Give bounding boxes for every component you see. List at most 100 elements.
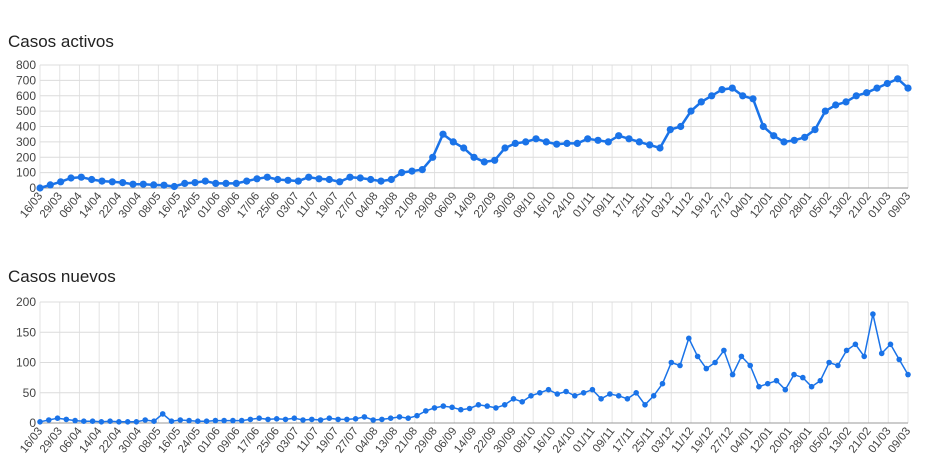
data-point[interactable] [387, 175, 395, 184]
data-point[interactable] [305, 173, 313, 181]
data-point[interactable] [429, 153, 437, 161]
data-point[interactable] [46, 417, 52, 423]
data-point[interactable] [811, 126, 819, 134]
data-point[interactable] [759, 122, 767, 131]
data-point[interactable] [405, 415, 412, 421]
data-point[interactable] [572, 393, 578, 399]
data-point[interactable] [519, 399, 525, 405]
data-point[interactable] [770, 132, 778, 140]
data-point[interactable] [589, 386, 596, 393]
data-point[interactable] [232, 179, 240, 187]
data-point[interactable] [212, 417, 219, 424]
data-point[interactable] [635, 138, 643, 146]
data-point[interactable] [151, 418, 157, 424]
data-point[interactable] [356, 174, 364, 182]
data-point[interactable] [98, 177, 106, 185]
data-point[interactable] [480, 158, 488, 166]
data-point[interactable] [878, 350, 885, 357]
data-point[interactable] [186, 417, 192, 424]
data-point[interactable] [315, 175, 323, 183]
data-point[interactable] [545, 386, 552, 393]
data-point[interactable] [77, 173, 85, 181]
data-point[interactable] [119, 179, 127, 187]
data-point[interactable] [749, 95, 757, 103]
data-point[interactable] [511, 139, 519, 147]
data-point[interactable] [677, 122, 685, 131]
data-point[interactable] [843, 347, 850, 354]
data-point[interactable] [821, 107, 829, 115]
data-point[interactable] [887, 341, 894, 348]
data-point[interactable] [418, 166, 426, 174]
data-point[interactable] [139, 180, 147, 188]
data-point[interactable] [63, 416, 70, 423]
data-point[interactable] [335, 416, 341, 423]
data-point[interactable] [116, 419, 122, 425]
data-point[interactable] [584, 135, 592, 143]
data-point[interactable] [607, 391, 613, 397]
data-point[interactable] [377, 177, 385, 185]
data-point[interactable] [344, 416, 350, 423]
data-point[interactable] [222, 179, 230, 187]
data-point[interactable] [284, 176, 292, 184]
data-point[interactable] [817, 377, 824, 384]
data-point[interactable] [712, 359, 718, 366]
data-point[interactable] [573, 139, 581, 147]
data-point[interactable] [243, 177, 251, 185]
data-point[interactable] [247, 416, 254, 423]
data-point[interactable] [656, 144, 664, 152]
data-point[interactable] [160, 181, 168, 189]
data-point[interactable] [98, 419, 105, 425]
data-point[interactable] [326, 415, 333, 421]
data-point[interactable] [677, 362, 683, 369]
data-point[interactable] [181, 179, 189, 187]
data-point[interactable] [133, 419, 140, 425]
data-point[interactable] [666, 126, 674, 134]
data-point[interactable] [88, 175, 96, 184]
data-point[interactable] [598, 396, 604, 402]
data-point[interactable] [542, 138, 550, 146]
data-point[interactable] [37, 419, 43, 425]
data-point[interactable] [563, 139, 571, 147]
data-point[interactable] [708, 92, 716, 100]
data-point[interactable] [294, 177, 302, 185]
data-point[interactable] [439, 130, 447, 138]
data-point[interactable] [484, 403, 491, 409]
data-point[interactable] [703, 365, 710, 372]
data-point[interactable] [501, 402, 508, 408]
data-point[interactable] [491, 156, 499, 164]
data-point[interactable] [273, 416, 280, 422]
data-point[interactable] [449, 138, 457, 146]
data-point[interactable] [238, 417, 245, 424]
data-point[interactable] [370, 417, 377, 423]
data-point[interactable] [493, 405, 499, 411]
data-point[interactable] [659, 380, 666, 387]
data-point[interactable] [282, 416, 289, 423]
data-point[interactable] [646, 141, 654, 149]
data-point[interactable] [863, 89, 871, 97]
data-point[interactable] [694, 353, 701, 360]
data-point[interactable] [263, 173, 271, 181]
data-point[interactable] [150, 181, 158, 189]
data-point[interactable] [501, 144, 509, 152]
data-point[interactable] [624, 396, 631, 402]
data-point[interactable] [905, 371, 911, 378]
data-point[interactable] [832, 101, 840, 109]
data-point[interactable] [195, 418, 201, 424]
data-point[interactable] [221, 417, 227, 424]
data-point[interactable] [398, 169, 406, 177]
data-point[interactable] [791, 371, 797, 378]
data-point[interactable] [642, 402, 648, 408]
data-point[interactable] [782, 386, 789, 393]
data-point[interactable] [729, 371, 736, 378]
data-point[interactable] [159, 411, 166, 417]
data-point[interactable] [686, 335, 692, 342]
data-point[interactable] [537, 390, 543, 396]
data-point[interactable] [300, 417, 306, 423]
data-point[interactable] [873, 84, 881, 92]
data-point[interactable] [790, 136, 798, 144]
data-point[interactable] [563, 388, 569, 395]
data-point[interactable] [852, 92, 860, 100]
data-point[interactable] [129, 180, 137, 188]
data-point[interactable] [256, 415, 263, 421]
data-point[interactable] [835, 362, 841, 369]
